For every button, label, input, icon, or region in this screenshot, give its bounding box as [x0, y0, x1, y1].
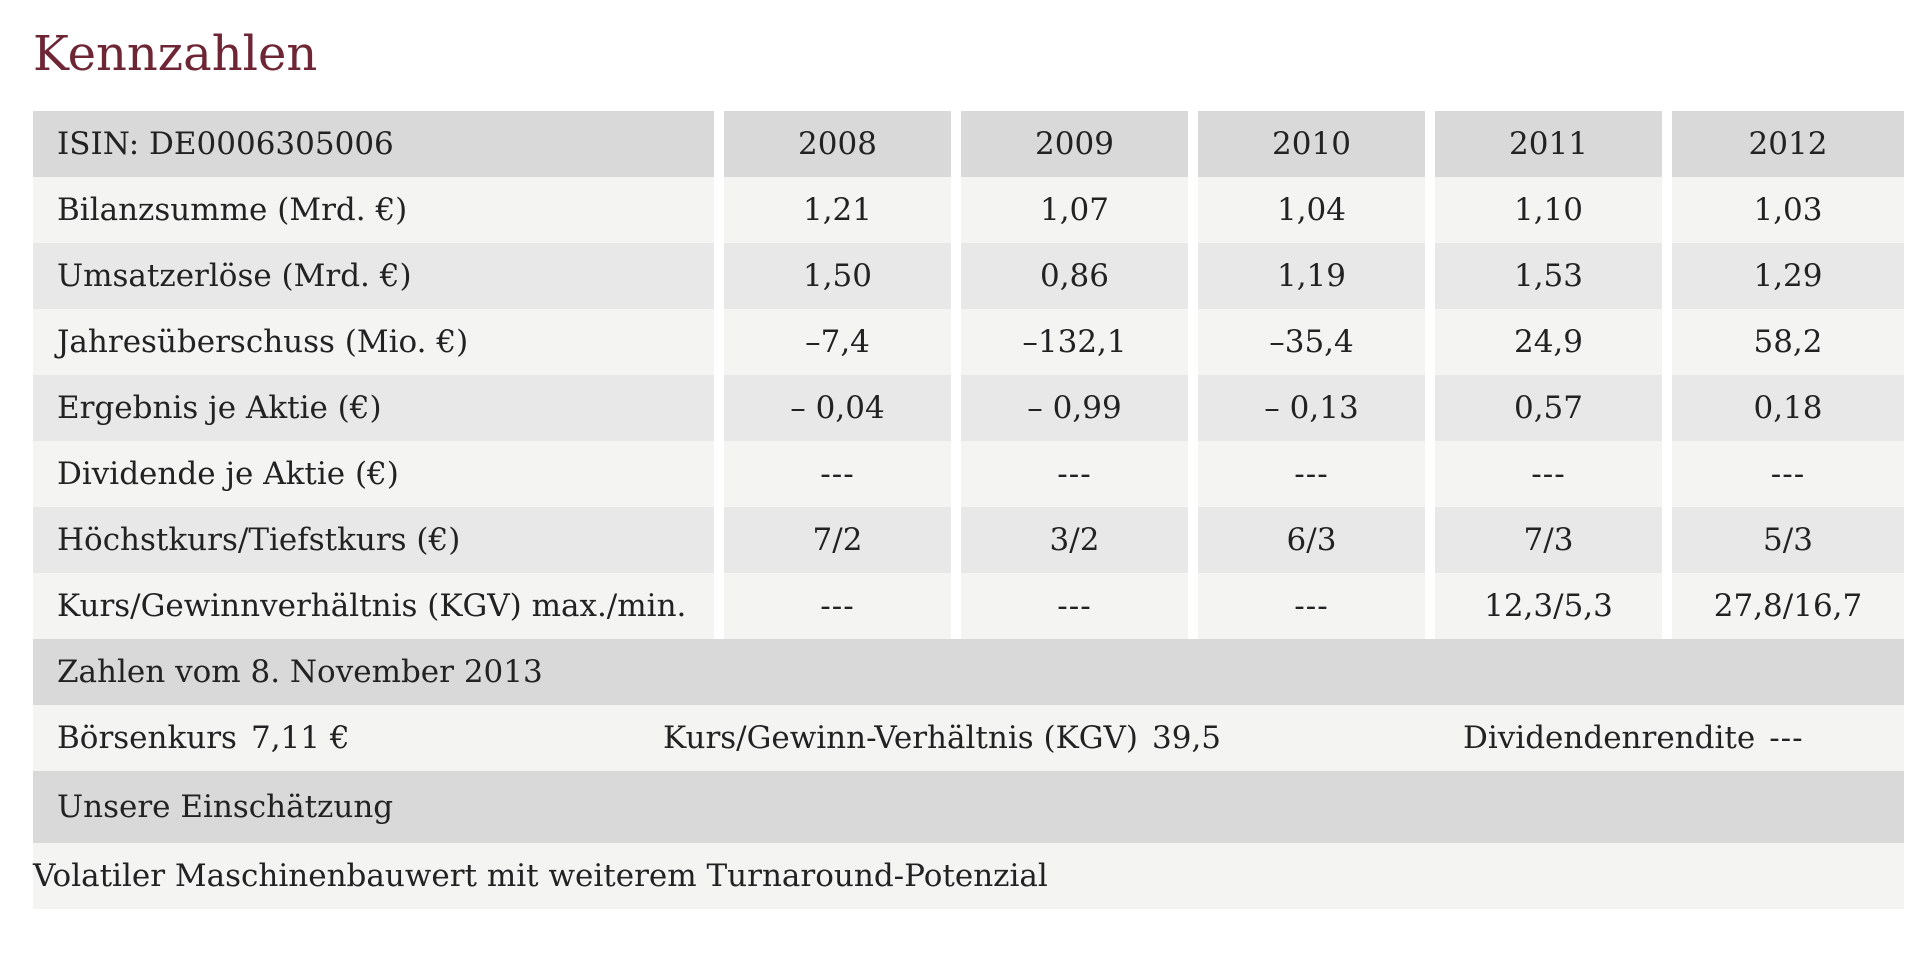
assessment-text: Volatiler Maschinenbauwert mit weiterem … — [33, 843, 1904, 909]
table-cell: 1,50 — [714, 243, 956, 309]
year-header-2012: 2012 — [1662, 111, 1904, 177]
table-cell: --- — [1188, 441, 1430, 507]
table-cell: --- — [1425, 441, 1667, 507]
table-cell: 0,57 — [1425, 375, 1667, 441]
boersenkurs-label: Börsenkurs — [57, 720, 237, 756]
year-header-2008: 2008 — [714, 111, 956, 177]
table-cell: – 0,13 — [1188, 375, 1430, 441]
row-label: Bilanzsumme (Mrd. €) — [33, 177, 719, 243]
dividendenrendite-label: Dividendenrendite — [1463, 720, 1756, 756]
kgv-label: Kurs/Gewinn-Verhältnis (KGV) — [663, 720, 1138, 756]
kgv-value: 39,5 — [1152, 720, 1222, 756]
row-label: Dividende je Aktie (€) — [33, 441, 719, 507]
year-header-2009: 2009 — [951, 111, 1193, 177]
table-cell: --- — [951, 441, 1193, 507]
row-label: Ergebnis je Aktie (€) — [33, 375, 719, 441]
kennzahlen-table: ISIN: DE0006305006 2008 2009 2010 2011 2… — [33, 111, 1904, 909]
row-label: Kurs/Gewinnverhältnis (KGV) max./min. — [33, 573, 719, 639]
table-cell: 0,18 — [1662, 375, 1904, 441]
assessment-heading-row: Unsere Einschätzung — [33, 771, 1904, 843]
dividendenrendite-item: Dividendenrendite --- — [1463, 705, 1804, 771]
table-cell: 7/3 — [1425, 507, 1667, 573]
table-row: Ergebnis je Aktie (€) – 0,04 – 0,99 – 0,… — [33, 375, 1904, 441]
table-row: Bilanzsumme (Mrd. €) 1,21 1,07 1,04 1,10… — [33, 177, 1904, 243]
table-cell: – 0,04 — [714, 375, 956, 441]
snapshot-cell: Börsenkurs 7,11 € Kurs/Gewinn-Verhältnis … — [33, 705, 1904, 771]
table-cell: 27,8/16,7 — [1662, 573, 1904, 639]
snapshot-heading-row: Zahlen vom 8. November 2013 — [33, 639, 1904, 705]
table-row: Höchstkurs/Tiefstkurs (€) 7/2 3/2 6/3 7/… — [33, 507, 1904, 573]
table-row: Jahresüberschuss (Mio. €) –7,4 –132,1 –3… — [33, 309, 1904, 375]
page-title: Kennzahlen — [33, 26, 318, 82]
snapshot-items: Börsenkurs 7,11 € Kurs/Gewinn-Verhältnis … — [33, 705, 1904, 771]
table-cell: 12,3/5,3 — [1425, 573, 1667, 639]
table-cell: --- — [714, 441, 956, 507]
table-cell: –35,4 — [1188, 309, 1430, 375]
snapshot-row: Börsenkurs 7,11 € Kurs/Gewinn-Verhältnis … — [33, 705, 1904, 771]
table-cell: 1,10 — [1425, 177, 1667, 243]
boersenkurs-value: 7,11 € — [250, 720, 350, 756]
table-cell: 6/3 — [1188, 507, 1430, 573]
table-cell: – 0,99 — [951, 375, 1193, 441]
table-cell: 5/3 — [1662, 507, 1904, 573]
table-cell: 1,21 — [714, 177, 956, 243]
table-cell: 3/2 — [951, 507, 1193, 573]
table-cell: 1,29 — [1662, 243, 1904, 309]
table-cell: 1,03 — [1662, 177, 1904, 243]
table-cell: 1,04 — [1188, 177, 1430, 243]
snapshot-heading: Zahlen vom 8. November 2013 — [33, 639, 1904, 705]
table-cell: 1,53 — [1425, 243, 1667, 309]
table-row: Dividende je Aktie (€) --- --- --- --- -… — [33, 441, 1904, 507]
row-label: Höchstkurs/Tiefstkurs (€) — [33, 507, 719, 573]
assessment-heading: Unsere Einschätzung — [33, 771, 1904, 843]
row-label: Jahresüberschuss (Mio. €) — [33, 309, 719, 375]
table-row: Umsatzerlöse (Mrd. €) 1,50 0,86 1,19 1,5… — [33, 243, 1904, 309]
dividendenrendite-value: --- — [1769, 720, 1804, 756]
table-cell: --- — [1662, 441, 1904, 507]
table-cell: --- — [714, 573, 956, 639]
table-cell: –7,4 — [714, 309, 956, 375]
row-label: Umsatzerlöse (Mrd. €) — [33, 243, 719, 309]
isin-label: ISIN: DE0006305006 — [33, 111, 719, 177]
table-cell: –132,1 — [951, 309, 1193, 375]
table-row: Kurs/Gewinnverhältnis (KGV) max./min. --… — [33, 573, 1904, 639]
table-header-row: ISIN: DE0006305006 2008 2009 2010 2011 2… — [33, 111, 1904, 177]
table-cell: 7/2 — [714, 507, 956, 573]
table-cell: --- — [1188, 573, 1430, 639]
table-cell: 0,86 — [951, 243, 1193, 309]
table-cell: --- — [951, 573, 1193, 639]
table-cell: 58,2 — [1662, 309, 1904, 375]
year-header-2011: 2011 — [1425, 111, 1667, 177]
boersenkurs-item: Börsenkurs 7,11 € — [57, 705, 350, 771]
table-cell: 1,07 — [951, 177, 1193, 243]
year-header-2010: 2010 — [1188, 111, 1430, 177]
table-cell: 24,9 — [1425, 309, 1667, 375]
assessment-row: Volatiler Maschinenbauwert mit weiterem … — [33, 843, 1904, 909]
table-cell: 1,19 — [1188, 243, 1430, 309]
kgv-item: Kurs/Gewinn-Verhältnis (KGV) 39,5 — [663, 705, 1221, 771]
